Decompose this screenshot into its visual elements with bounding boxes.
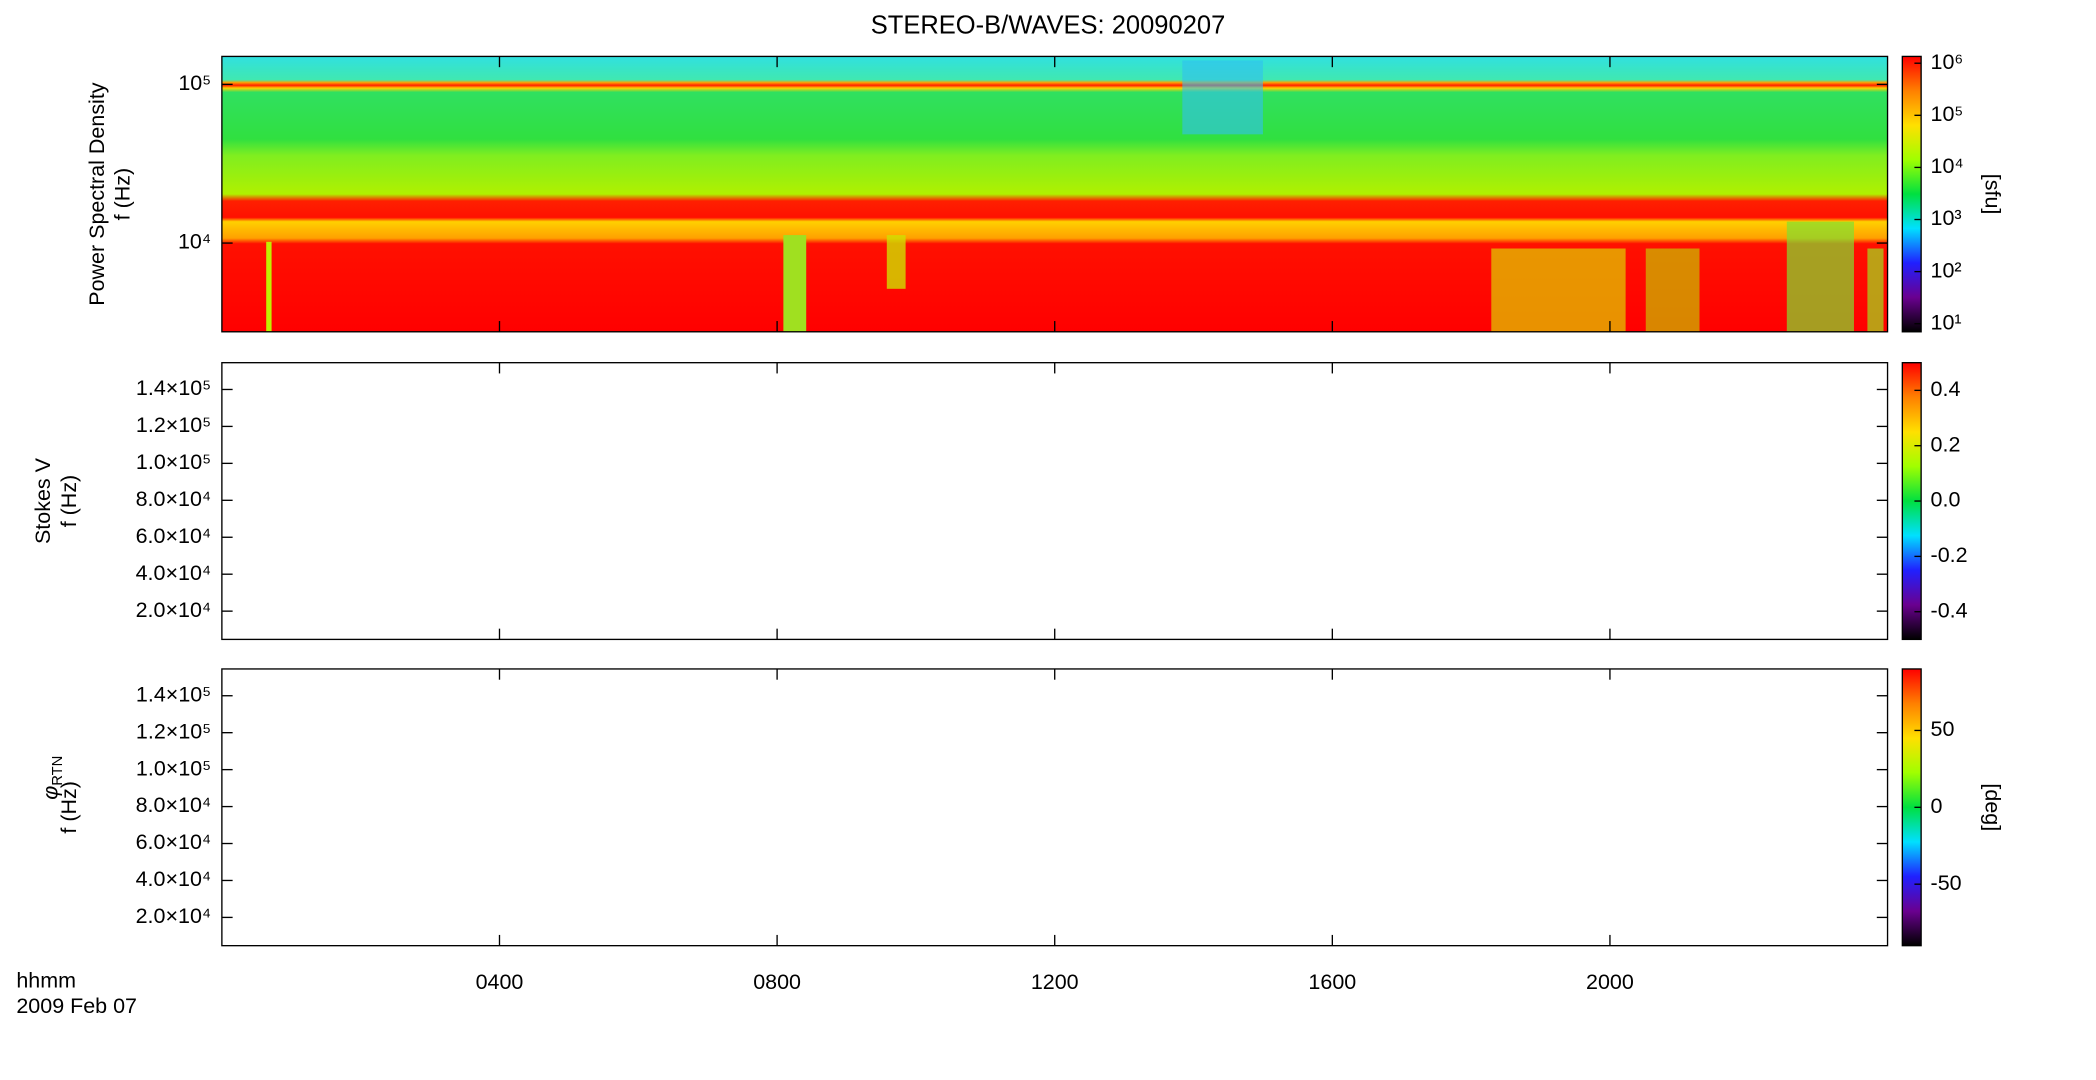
y-axis-subscript: RTN [50, 756, 66, 786]
y-tick-label: 4.0×10⁴ [136, 867, 212, 891]
x-axis-title: hhmm [16, 969, 76, 993]
y-tick-label: 1.0×10⁵ [136, 756, 211, 780]
colorbar [1901, 55, 1922, 333]
colorbar-label: [sfu] [1980, 174, 2004, 215]
colorbar-tick-label: 50 [1931, 717, 1955, 741]
plot-frame [221, 362, 1889, 641]
y-axis-title: f (Hz) [110, 168, 134, 221]
spectrogram-texture [221, 56, 1888, 332]
y-axis-title: Stokes V [31, 457, 55, 544]
y-tick-label: 1.2×10⁵ [136, 413, 211, 437]
colorbar-tick-label: 10³ [1931, 206, 1962, 230]
x-tick-label: 0400 [476, 970, 524, 994]
y-tick-label: 6.0×10⁴ [136, 830, 212, 854]
colorbar-tick-label: 0.4 [1931, 377, 1961, 401]
colorbar-tick-label: 0.2 [1931, 432, 1961, 456]
date-label: 2009 Feb 07 [16, 994, 137, 1018]
colorbar-tick-label: -0.2 [1931, 543, 1968, 567]
colorbar-tick-label: 0.0 [1931, 488, 1961, 512]
colorbar-tick-label: -0.4 [1931, 598, 1968, 622]
chart-title: STEREO-B/WAVES: 20090207 [871, 12, 1226, 40]
x-tick-label: 1200 [1031, 970, 1079, 994]
colorbar-tick-label: 10⁵ [1931, 102, 1964, 126]
colorbar-tick-label: 10² [1931, 258, 1962, 282]
y-tick-label: 6.0×10⁴ [136, 524, 212, 548]
y-tick-label: 2.0×10⁴ [136, 904, 212, 928]
y-tick-label: 1.4×10⁵ [136, 376, 211, 400]
x-tick-label: 0800 [753, 970, 801, 994]
y-tick-label: 2.0×10⁴ [136, 598, 212, 622]
y-tick-label: 8.0×10⁴ [136, 793, 212, 817]
y-axis-title: f (Hz) [57, 781, 81, 834]
colorbar-tick-label: 10⁶ [1931, 50, 1964, 74]
y-axis-symbol: φ [38, 786, 62, 800]
y-tick-label: 8.0×10⁴ [136, 487, 212, 511]
y-tick-label: 4.0×10⁴ [136, 561, 212, 585]
y-tick-label: 10⁴ [178, 230, 211, 254]
y-tick-label: 10⁵ [178, 71, 211, 95]
colorbar-tick-label: 10¹ [1931, 310, 1962, 334]
y-axis-title: f (Hz) [57, 475, 81, 528]
colorbar-tick-label: -50 [1931, 871, 1962, 895]
colorbar-label: [deg] [1980, 783, 2004, 831]
y-axis-title: φRTN [38, 756, 66, 800]
x-tick-label: 2000 [1586, 970, 1634, 994]
y-tick-label: 1.2×10⁵ [136, 719, 211, 743]
plot-frame [221, 668, 1889, 947]
y-axis-title: Power Spectral Density [85, 82, 109, 306]
colorbar-tick-label: 0 [1931, 794, 1943, 818]
y-tick-label: 1.0×10⁵ [136, 450, 211, 474]
y-tick-label: 1.4×10⁵ [136, 682, 211, 706]
colorbar-tick-label: 10⁴ [1931, 154, 1964, 178]
x-tick-label: 1600 [1308, 970, 1356, 994]
